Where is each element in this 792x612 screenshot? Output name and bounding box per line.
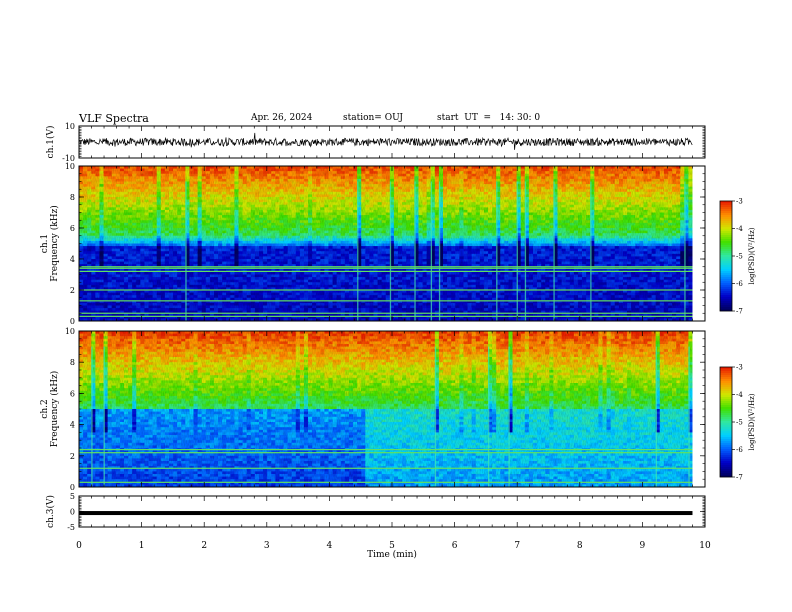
y-tick-label: 10 [65, 122, 75, 131]
x-tick-label: 2 [201, 541, 207, 551]
ch3-waveform-line [79, 511, 693, 516]
x-tick-label: 8 [577, 541, 583, 551]
y-axis-label-text: ch.3(V) [45, 495, 56, 528]
spectrogram-1 [79, 166, 705, 322]
x-tick-label: 7 [514, 541, 520, 551]
date-label: Apr. 26, 2024 [251, 113, 313, 123]
station-label: station= OUJ [343, 113, 404, 123]
ch1-waveform-line [78, 132, 693, 150]
x-tick-label: 0 [76, 541, 82, 551]
x-tick-label: 10 [699, 541, 711, 551]
x-tick-label: 3 [264, 541, 270, 551]
y-axis-label: ch.3(V) [45, 495, 56, 528]
x-tick-label: 1 [139, 541, 145, 551]
y-axis-label-text: ch.1(V) [45, 126, 56, 159]
y-tick-label: 0 [70, 508, 75, 517]
y-axis-label: ch.1(V) [45, 126, 56, 159]
y-tick-label: -10 [62, 154, 75, 163]
x-tick-label: 5 [389, 541, 395, 551]
x-tick-label: 9 [640, 541, 646, 551]
y-tick-label: -5 [67, 523, 75, 532]
x-tick-label: 6 [452, 541, 458, 551]
start-ut-label: start UT = 14: 30: 0 [437, 113, 541, 123]
x-tick-label: 4 [327, 541, 333, 551]
plot-title: VLF Spectra [79, 112, 149, 125]
y-tick-label: 5 [70, 492, 75, 501]
